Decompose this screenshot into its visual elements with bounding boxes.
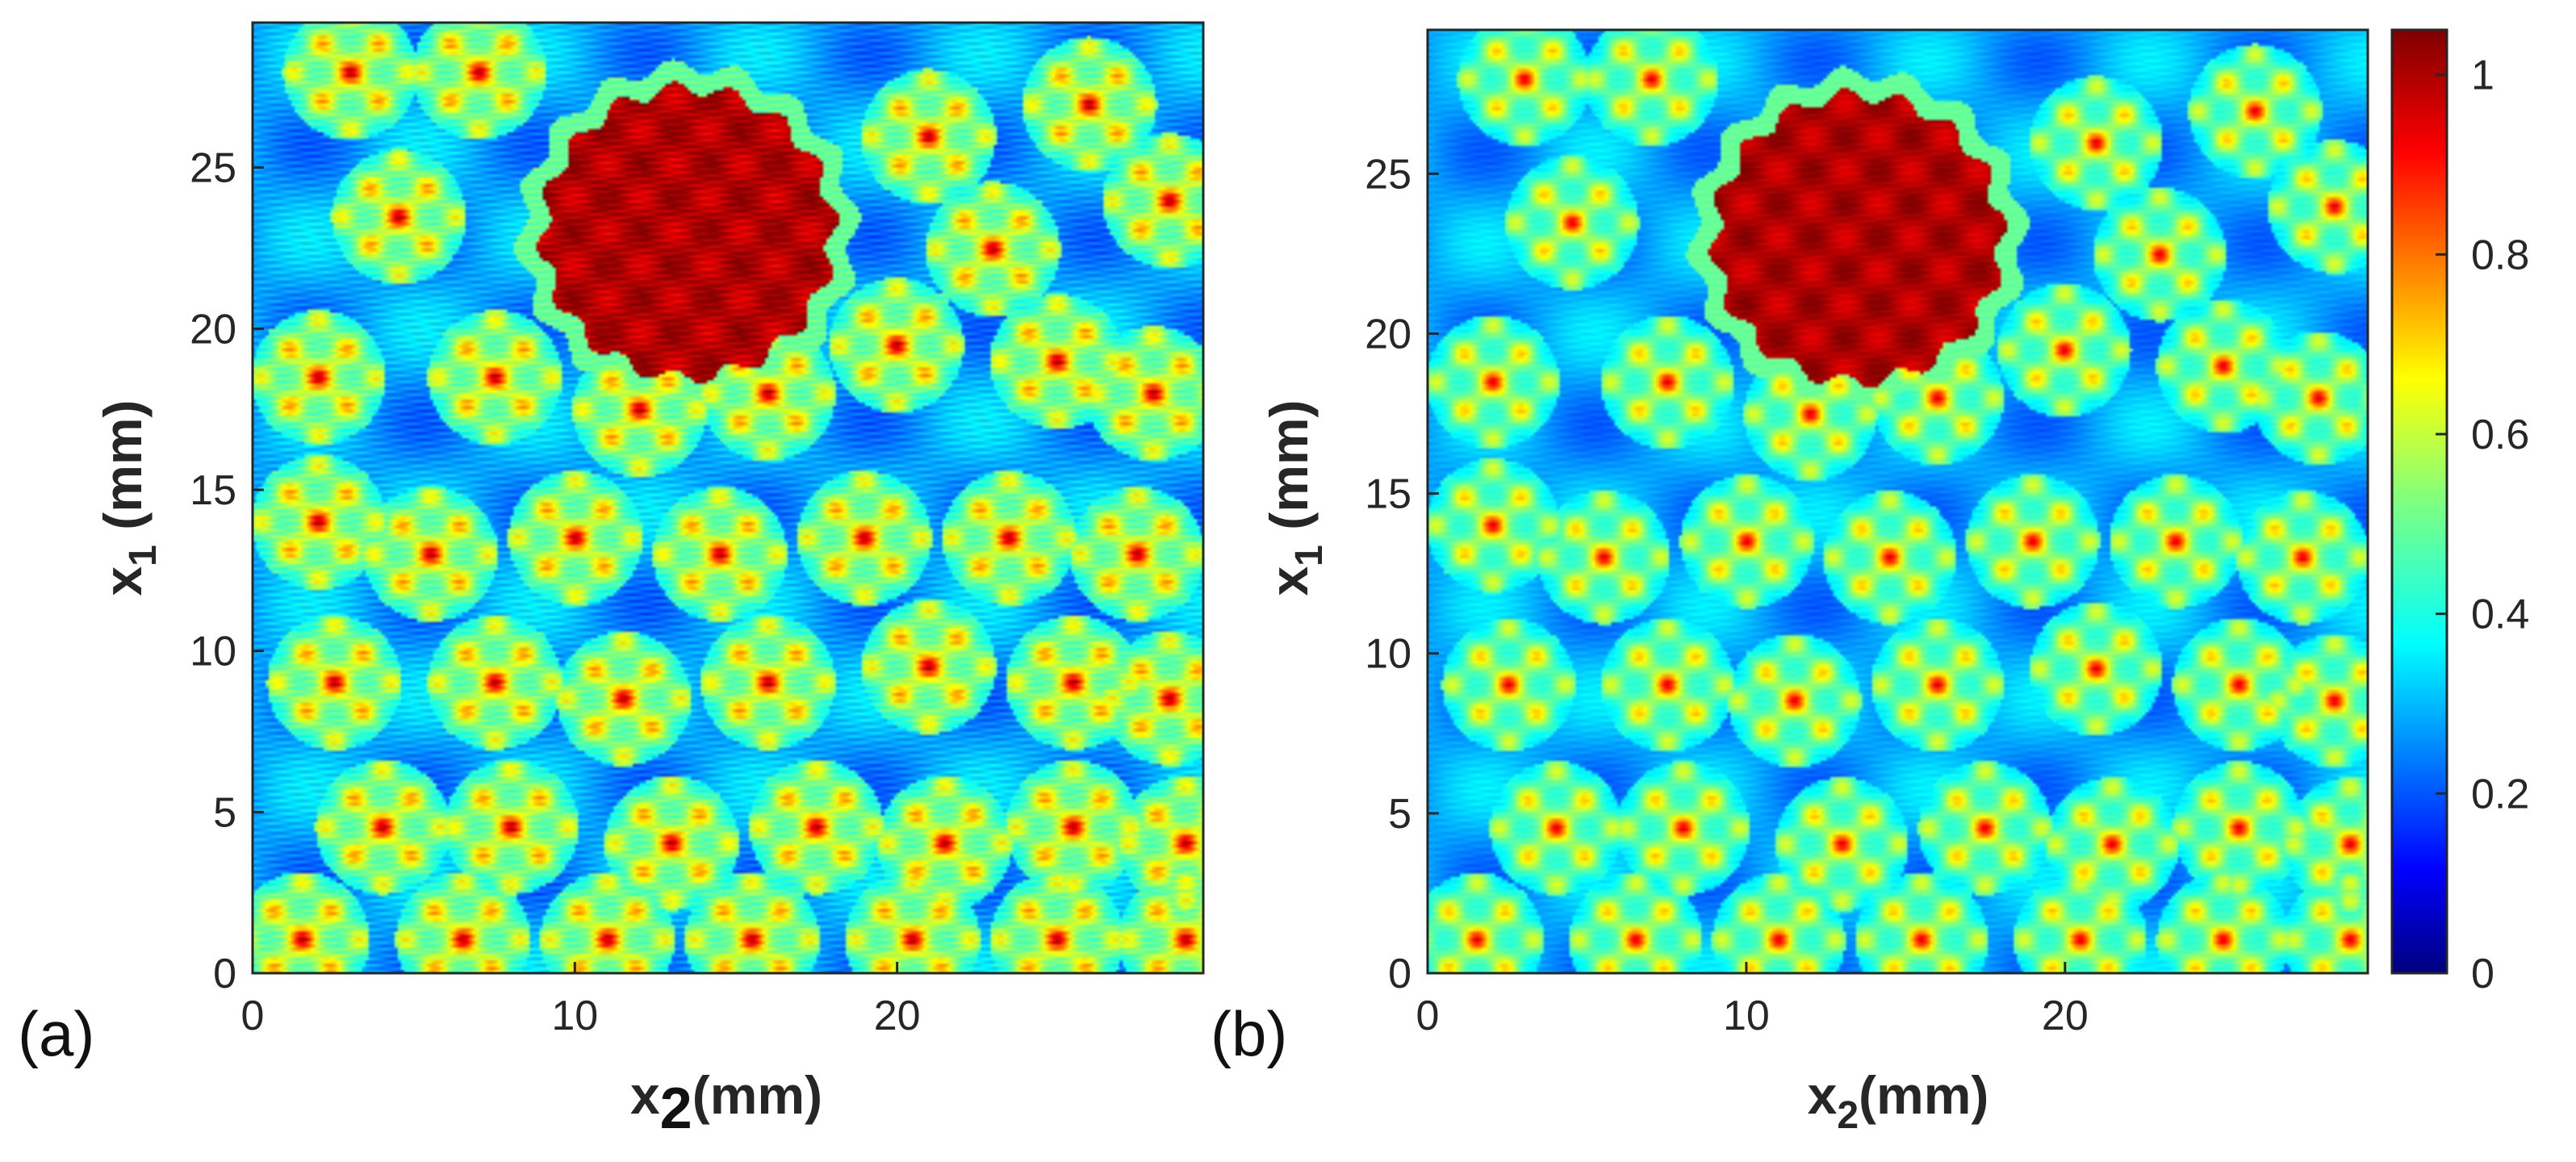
y-axis-label-a-tail: (mm) [93, 399, 153, 545]
heatmap-a-canvas [253, 23, 1203, 973]
colorbar-gradient [2392, 30, 2447, 973]
x-ticks-b: 0 10 20 [1416, 962, 2089, 1039]
x-axis-label-a-sub: 2 [660, 1076, 692, 1141]
y-ticks-a: 0 5 10 15 20 25 [190, 145, 264, 997]
x-tick-label-a: 10 [551, 993, 598, 1039]
y-axis-label-a: x1 (mm) [93, 399, 165, 596]
x-tick-label-a: 0 [241, 993, 265, 1039]
x-tick-label-b: 20 [2042, 993, 2089, 1039]
y-tick-label-a: 10 [190, 629, 236, 675]
axes-frame-a [251, 21, 1205, 975]
y-axis-label-b-sub: 1 [1288, 545, 1331, 566]
x-axis-label-a-tail: (mm) [692, 1065, 822, 1125]
colorbar-frame [2390, 28, 2448, 975]
panel-label-a: (a) [18, 998, 94, 1069]
x-axis-label-b-tail: (mm) [1859, 1065, 1988, 1125]
y-tick-label-b: 0 [1388, 951, 1411, 997]
y-axis-label-b: x1 (mm) [1259, 399, 1331, 596]
y-tick-label-b: 5 [1388, 791, 1411, 838]
x-tick-label-a: 20 [874, 993, 921, 1039]
y-tick-label-a: 0 [213, 951, 236, 997]
y-ticks-b: 0 5 10 15 20 25 [1365, 151, 1439, 997]
y-tick-label-a: 25 [190, 145, 236, 192]
y-tick-label-a: 15 [190, 467, 236, 514]
y-tick-label-b: 10 [1365, 631, 1411, 678]
x-axis-label-a-main: x [630, 1065, 660, 1125]
x-axis-label-b-sub: 2 [1837, 1094, 1859, 1137]
x-axis-label-a: x2(mm) [630, 1065, 822, 1141]
panel-label-b: (b) [1211, 998, 1287, 1069]
heatmap-b-canvas [1428, 30, 2368, 973]
colorbar-tick-label: 0 [2471, 951, 2494, 997]
colorbar: 0 0.2 0.4 0.6 0.8 1 [2390, 28, 2529, 997]
y-axis-label-a-sub: 1 [122, 545, 165, 566]
y-tick-label-b: 25 [1365, 151, 1411, 198]
y-axis-label-b-tail: (mm) [1259, 399, 1319, 545]
x-axis-label-b-main: x [1808, 1065, 1838, 1125]
x-axis-label-b: x2(mm) [1808, 1065, 1989, 1137]
heatmap-b [1428, 30, 2368, 973]
colorbar-ticks: 0 0.2 0.4 0.6 0.8 1 [2436, 52, 2529, 997]
axes-frame-b [1426, 28, 2369, 975]
colorbar-tick-label: 0.2 [2471, 771, 2529, 817]
y-tick-label-b: 20 [1365, 311, 1411, 357]
colorbar-tick-label: 0.8 [2471, 232, 2529, 278]
colorbar-tick-label: 1 [2471, 52, 2494, 99]
y-tick-label-b: 15 [1365, 471, 1411, 518]
colorbar-tick-label: 0.4 [2471, 591, 2529, 638]
heatmap-a [253, 23, 1203, 973]
x-tick-label-b: 0 [1416, 993, 1440, 1039]
x-tick-label-b: 10 [1723, 993, 1770, 1039]
y-tick-label-a: 20 [190, 306, 236, 353]
colorbar-tick-label: 0.6 [2471, 412, 2529, 458]
y-axis-label-a-main: x [93, 566, 153, 596]
x-ticks-a: 0 10 20 [241, 962, 921, 1039]
y-tick-label-a: 5 [213, 789, 236, 836]
y-axis-label-b-main: x [1259, 566, 1319, 596]
